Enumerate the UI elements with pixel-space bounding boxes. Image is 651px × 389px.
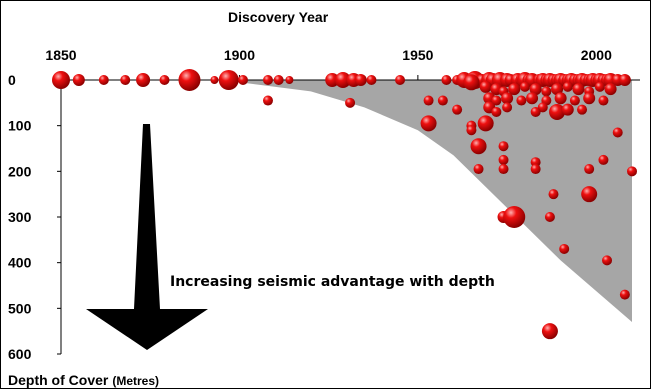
data-point	[604, 83, 617, 96]
data-point	[503, 206, 526, 228]
shaded-region	[221, 80, 632, 323]
data-point	[561, 103, 574, 116]
data-point	[584, 164, 595, 175]
data-point	[441, 75, 452, 85]
data-point	[612, 127, 623, 138]
data-point	[452, 104, 463, 115]
data-point	[554, 92, 567, 105]
data-point	[120, 75, 131, 85]
y-axis-label-unit: (Metres)	[112, 374, 159, 388]
data-point	[210, 76, 219, 84]
y-axis-label: Depth of Cover (Metres)	[8, 372, 159, 388]
data-point	[562, 81, 573, 92]
data-point	[72, 74, 85, 86]
data-point	[470, 138, 487, 155]
data-point	[178, 69, 201, 91]
data-point	[262, 95, 273, 106]
y-axis-label-main: Depth of Cover	[8, 372, 109, 388]
y-tick-label: 0	[8, 72, 16, 88]
data-point	[285, 76, 294, 84]
shaded-area	[221, 80, 632, 323]
data-point	[569, 95, 580, 106]
chart-title: Discovery Year	[228, 9, 329, 25]
data-point	[479, 80, 492, 93]
data-point	[526, 92, 539, 105]
data-point	[530, 164, 541, 175]
y-tick-label: 300	[8, 209, 32, 225]
y-tick-label: 100	[8, 118, 32, 134]
data-point	[473, 164, 484, 175]
y-tick-label: 600	[8, 346, 32, 362]
y-tick-label: 400	[8, 255, 32, 271]
data-point	[325, 73, 340, 87]
data-point	[136, 73, 151, 87]
data-point	[549, 103, 566, 120]
data-point	[498, 141, 509, 152]
data-point	[544, 212, 555, 222]
y-tick-labels: 0 100 200 300 400 500 600	[8, 72, 32, 362]
data-points	[52, 69, 637, 340]
x-tick-label: 1900	[224, 47, 255, 63]
data-point	[516, 95, 527, 106]
x-tick-labels: 1850 1900 1950 2000	[45, 47, 612, 63]
data-point	[52, 71, 70, 89]
data-point	[466, 125, 477, 136]
data-point	[583, 92, 596, 105]
data-point	[463, 74, 480, 91]
data-point	[530, 106, 541, 117]
data-point	[618, 74, 631, 86]
data-point	[508, 83, 521, 96]
data-point	[218, 70, 239, 90]
data-point	[498, 154, 509, 165]
data-point	[159, 75, 170, 85]
data-point	[519, 81, 530, 92]
x-tick-label: 1950	[402, 47, 433, 63]
data-point	[530, 157, 541, 168]
data-point	[273, 75, 284, 85]
data-point	[581, 186, 598, 203]
data-point	[541, 323, 558, 340]
data-point	[238, 75, 249, 85]
data-point	[498, 164, 509, 175]
data-point	[423, 95, 434, 106]
data-point	[598, 95, 609, 106]
data-point	[491, 95, 502, 106]
data-point	[627, 166, 637, 177]
data-point	[577, 104, 588, 115]
data-point	[334, 72, 351, 88]
data-point	[262, 75, 273, 85]
data-point	[559, 243, 570, 254]
data-point	[598, 154, 609, 165]
data-point	[529, 83, 542, 96]
data-point	[395, 75, 406, 85]
data-point	[541, 86, 552, 97]
data-point	[420, 115, 437, 132]
data-point	[537, 102, 548, 113]
data-point	[602, 255, 613, 266]
data-point	[354, 74, 367, 86]
x-tick-label: 1850	[45, 47, 76, 63]
y-tick-label: 500	[8, 300, 32, 316]
annotation-text: Increasing seismic advantage with depth	[170, 274, 495, 290]
data-point	[437, 95, 448, 106]
y-tick-label: 200	[8, 163, 32, 179]
data-point	[366, 75, 377, 85]
data-point	[477, 115, 494, 132]
data-point	[594, 81, 605, 92]
down-arrow-icon	[86, 124, 208, 350]
x-tick-label: 2000	[581, 47, 612, 63]
data-point	[548, 189, 559, 200]
data-point	[572, 83, 585, 96]
data-point	[619, 289, 630, 300]
data-point	[345, 97, 356, 108]
data-point	[502, 102, 513, 113]
data-point	[98, 75, 109, 85]
data-point	[551, 83, 564, 96]
data-point	[491, 106, 502, 117]
data-point	[501, 92, 514, 105]
